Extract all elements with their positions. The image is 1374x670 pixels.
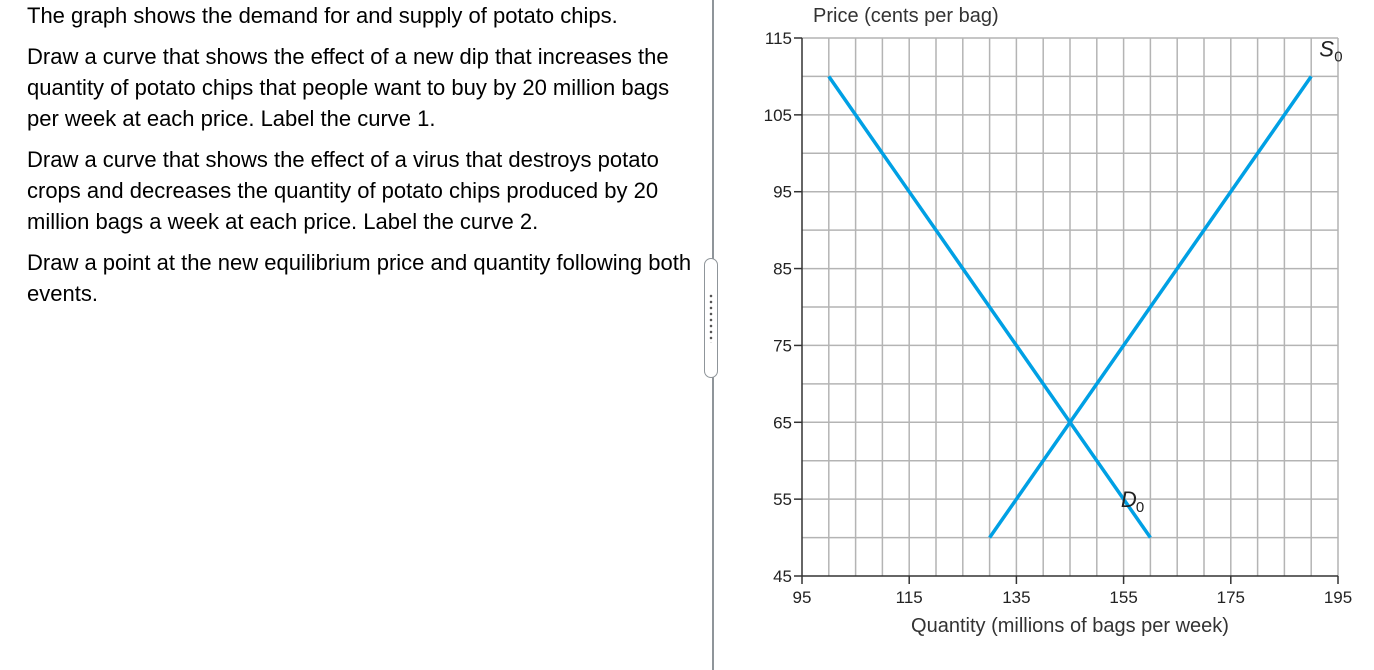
y-tick-label: 45 [773, 567, 792, 586]
y-tick-label: 75 [773, 336, 792, 355]
curve-d0[interactable] [827, 75, 1152, 539]
chart-grid [802, 37, 1339, 576]
y-tick-label: 65 [773, 413, 792, 432]
question-pane: The graph shows the demand for and suppl… [27, 0, 697, 319]
question-paragraph-virus: Draw a curve that shows the effect of a … [27, 147, 659, 234]
grip-dots-icon [709, 293, 713, 343]
curve-label-d: D [1121, 487, 1137, 512]
x-tick-label: 95 [793, 588, 812, 607]
curve-label-subscript: 0 [1136, 499, 1144, 516]
x-tick-label: 115 [896, 588, 923, 607]
x-tick-label: 195 [1324, 588, 1352, 607]
chart-series[interactable] [827, 75, 1313, 539]
y-tick-label: 105 [764, 106, 792, 125]
y-tick-label: 115 [765, 29, 792, 48]
curve-s0[interactable] [988, 75, 1313, 539]
x-axis-title: Quantity (millions of bags per week) [911, 615, 1229, 637]
question-text: The graph shows the demand for and suppl… [27, 0, 697, 319]
question-paragraph-equilibrium: Draw a point at the new equilibrium pric… [27, 250, 692, 306]
chart-axes [794, 37, 1339, 584]
curve-label-subscript: 0 [1334, 48, 1342, 65]
y-axis-title: Price (cents per bag) [813, 5, 999, 27]
x-tick-label: 135 [1002, 588, 1030, 607]
curve-label-s: S [1319, 36, 1334, 61]
x-tick-label: 155 [1109, 588, 1137, 607]
x-tick-label: 175 [1217, 588, 1245, 607]
question-paragraph-dip: Draw a curve that shows the effect of a … [27, 44, 670, 131]
question-paragraph-intro: The graph shows the demand for and suppl… [27, 3, 618, 28]
y-tick-label: 85 [773, 260, 792, 279]
pane-resize-handle[interactable] [704, 258, 718, 378]
y-tick-label: 55 [773, 490, 792, 509]
y-tick-label: 95 [773, 183, 792, 202]
